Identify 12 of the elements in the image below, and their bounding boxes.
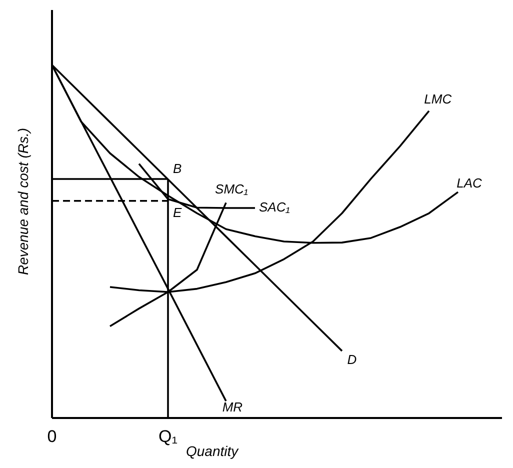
x-tick-label: 0 xyxy=(47,427,57,446)
series-label: SMC₁ xyxy=(215,181,248,196)
x-tick-label: Q₁ xyxy=(158,427,178,446)
series-label: LMC xyxy=(424,92,452,107)
series-label: MR xyxy=(222,399,243,414)
annotation: B xyxy=(173,161,182,176)
y-axis-title: Revenue and cost (Rs.) xyxy=(15,128,31,276)
annotation: E xyxy=(173,204,182,220)
series-label: D xyxy=(347,352,357,368)
series-label: LAC xyxy=(456,175,483,190)
series-label: SAC₁ xyxy=(259,199,290,214)
x-axis-title: Quantity xyxy=(186,443,240,459)
